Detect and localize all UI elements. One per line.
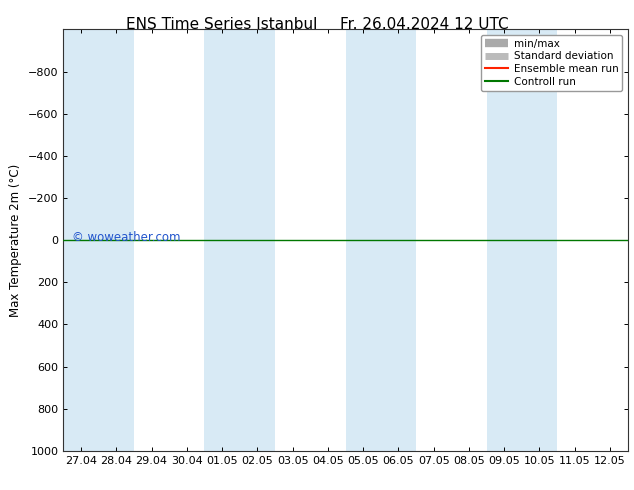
Bar [99, 29, 134, 451]
Y-axis label: Max Temperature 2m (°C): Max Temperature 2m (°C) [10, 164, 22, 317]
Bar [204, 29, 240, 451]
Text: Fr. 26.04.2024 12 UTC: Fr. 26.04.2024 12 UTC [340, 17, 509, 32]
Bar [240, 29, 275, 451]
Bar [346, 29, 381, 451]
Bar [63, 29, 99, 451]
Text: © woweather.com: © woweather.com [72, 231, 180, 245]
Bar [522, 29, 557, 451]
Bar [487, 29, 522, 451]
Text: ENS Time Series Istanbul: ENS Time Series Istanbul [126, 17, 318, 32]
Bar [381, 29, 416, 451]
Legend: min/max, Standard deviation, Ensemble mean run, Controll run: min/max, Standard deviation, Ensemble me… [481, 35, 623, 91]
